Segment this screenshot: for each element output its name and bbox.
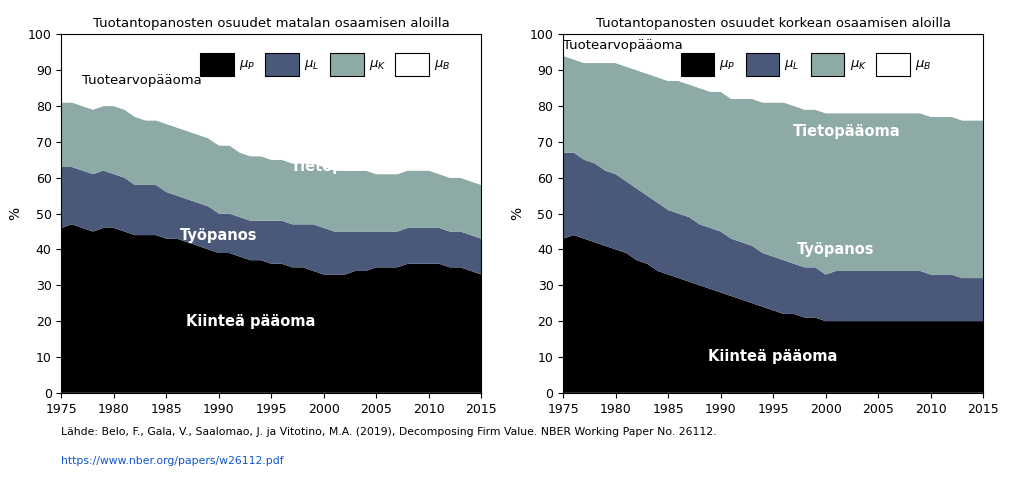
- Bar: [876, 53, 909, 77]
- Text: $\mu_B$: $\mu_B$: [914, 58, 931, 72]
- Y-axis label: %: %: [510, 207, 524, 220]
- Text: $\mu_K$: $\mu_K$: [369, 58, 386, 72]
- Bar: [745, 53, 779, 77]
- Text: Lähde: Belo, F., Gala, V., Saalomao, J. ja Vitotino, M.A. (2019), Decomposing Fi: Lähde: Belo, F., Gala, V., Saalomao, J. …: [61, 427, 717, 436]
- Bar: [681, 53, 715, 77]
- Text: $\mu_K$: $\mu_K$: [850, 58, 867, 72]
- Text: Kiinteä pääoma: Kiinteä pääoma: [709, 350, 838, 364]
- Text: $\mu_L$: $\mu_L$: [304, 58, 318, 72]
- Text: Työpanos: Työpanos: [180, 228, 258, 243]
- Text: Tuotearvopääoma: Tuotearvopääoma: [83, 75, 202, 87]
- Title: Tuotantopanosten osuudet matalan osaamisen aloilla: Tuotantopanosten osuudet matalan osaamis…: [93, 17, 450, 30]
- Text: Tuotearvopääoma: Tuotearvopääoma: [563, 39, 683, 52]
- Text: $\mu_L$: $\mu_L$: [784, 58, 800, 72]
- Y-axis label: %: %: [8, 207, 23, 220]
- Text: $\mu_P$: $\mu_P$: [720, 58, 735, 72]
- Text: https://www.nber.org/papers/w26112.pdf: https://www.nber.org/papers/w26112.pdf: [61, 456, 284, 466]
- Bar: [811, 53, 845, 77]
- Text: Tietopääoma: Tietopääoma: [291, 160, 398, 174]
- Text: $\mu_B$: $\mu_B$: [434, 58, 451, 72]
- Bar: [265, 53, 299, 77]
- Title: Tuotantopanosten osuudet korkean osaamisen aloilla: Tuotantopanosten osuudet korkean osaamis…: [596, 17, 950, 30]
- Bar: [395, 53, 429, 77]
- Bar: [330, 53, 364, 77]
- Bar: [200, 53, 233, 77]
- Text: $\mu_P$: $\mu_P$: [239, 58, 255, 72]
- Text: Työpanos: Työpanos: [798, 242, 874, 257]
- Text: Kiinteä pääoma: Kiinteä pääoma: [185, 314, 315, 328]
- Text: Tietopääoma: Tietopääoma: [793, 124, 900, 138]
